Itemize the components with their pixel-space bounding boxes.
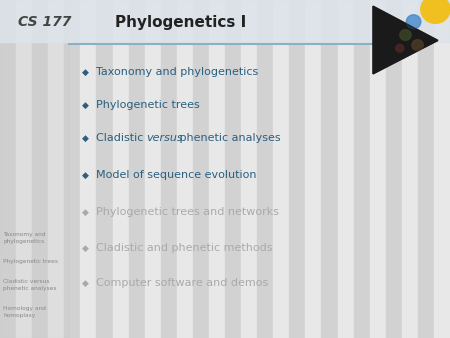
Bar	[144, 0, 161, 338]
Bar	[81, 0, 96, 338]
Bar	[129, 0, 144, 338]
Text: ◆: ◆	[82, 243, 89, 252]
Text: Phylogenetic trees and networks: Phylogenetic trees and networks	[96, 207, 279, 217]
Text: ◆: ◆	[82, 279, 89, 288]
Bar	[177, 0, 193, 338]
Bar	[354, 0, 369, 338]
Text: ◆: ◆	[82, 208, 89, 217]
Bar	[321, 0, 338, 338]
Circle shape	[400, 29, 411, 41]
Text: ◆: ◆	[82, 68, 89, 76]
Text: Phylogenetics I: Phylogenetics I	[115, 15, 246, 29]
Polygon shape	[373, 6, 438, 74]
Text: Taxonomy and
phylogenetics: Taxonomy and phylogenetics	[3, 232, 45, 244]
Bar	[0, 0, 450, 42]
Text: ◆: ◆	[82, 134, 89, 143]
Circle shape	[396, 44, 404, 52]
Bar	[32, 0, 48, 338]
Text: Homology and
homoplasy: Homology and homoplasy	[3, 306, 46, 318]
Bar	[306, 0, 321, 338]
Bar	[16, 0, 32, 338]
Text: Phylogenetic trees: Phylogenetic trees	[3, 260, 58, 265]
Bar	[289, 0, 306, 338]
Bar	[209, 0, 225, 338]
Bar	[241, 0, 257, 338]
Text: ◆: ◆	[82, 100, 89, 110]
Text: Cladistic and phenetic methods: Cladistic and phenetic methods	[96, 243, 273, 253]
Bar	[161, 0, 177, 338]
Text: phenetic analyses: phenetic analyses	[176, 133, 281, 143]
Bar	[0, 0, 69, 338]
Bar	[0, 0, 16, 338]
Bar	[96, 0, 112, 338]
Bar	[434, 0, 450, 338]
Bar	[273, 0, 289, 338]
Bar	[338, 0, 354, 338]
Text: Computer software and demos: Computer software and demos	[96, 278, 268, 288]
Bar	[225, 0, 241, 338]
Text: CS 177: CS 177	[18, 15, 72, 29]
Bar	[64, 0, 81, 338]
Text: Model of sequence evolution: Model of sequence evolution	[96, 170, 256, 180]
Circle shape	[406, 15, 421, 29]
Bar	[418, 0, 434, 338]
Bar	[257, 0, 273, 338]
Bar	[48, 0, 64, 338]
Text: Taxonomy and phylogenetics: Taxonomy and phylogenetics	[96, 67, 258, 77]
Circle shape	[421, 0, 450, 23]
Bar	[369, 0, 386, 338]
Text: Cladistic: Cladistic	[96, 133, 147, 143]
Text: Cladistic versus
phenetic analyses: Cladistic versus phenetic analyses	[3, 279, 57, 291]
Text: versus: versus	[146, 133, 183, 143]
Circle shape	[412, 40, 423, 51]
Text: ◆: ◆	[82, 170, 89, 179]
Bar	[402, 0, 418, 338]
Bar	[193, 0, 209, 338]
Text: Phylogenetic trees: Phylogenetic trees	[96, 100, 200, 110]
Polygon shape	[373, 6, 438, 74]
Bar	[386, 0, 402, 338]
Bar	[112, 0, 129, 338]
